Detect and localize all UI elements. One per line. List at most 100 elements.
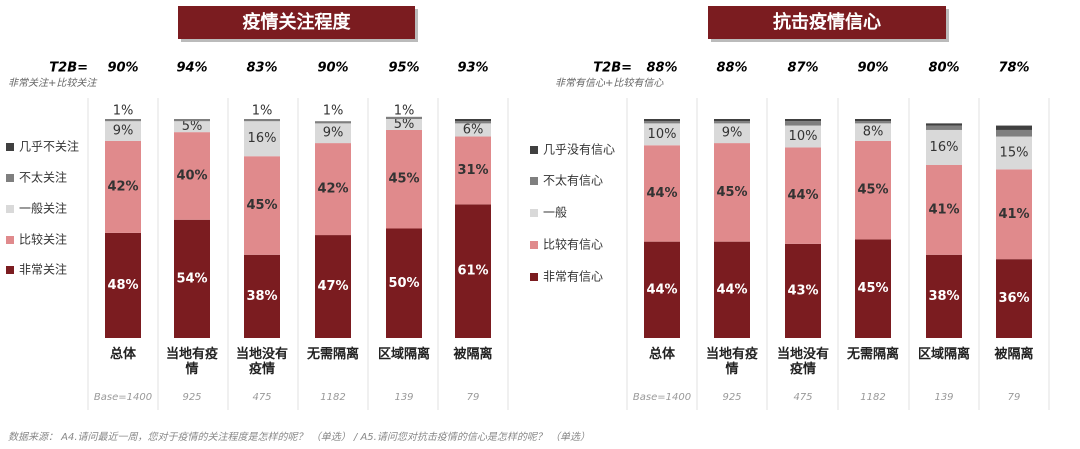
base-label: 925: [722, 392, 741, 403]
value-label: 43%: [787, 283, 818, 298]
legend-swatch: [530, 177, 538, 185]
category-label: 无需隔离: [307, 347, 360, 362]
t2b-value: 94%: [176, 61, 207, 76]
base-label: Base=1400: [633, 392, 691, 403]
value-label: 61%: [457, 264, 488, 279]
category-label: 区域隔离: [378, 347, 431, 362]
bar-segment: [996, 129, 1032, 137]
legend-label: 比较有信心: [543, 237, 603, 252]
legend-swatch: [6, 236, 14, 244]
bar-segment: [926, 129, 962, 165]
category-label: 总体: [648, 347, 675, 362]
bar-segment: [455, 121, 491, 124]
base-label: 1182: [320, 392, 345, 403]
bar-segment: [315, 235, 351, 338]
legend-swatch: [6, 205, 14, 213]
bar-segment: [105, 140, 141, 233]
category-label: 当地有疫情: [706, 347, 759, 377]
legend-label: 不太关注: [19, 170, 67, 185]
t2b-value: 90%: [857, 61, 888, 76]
value-label: 16%: [930, 140, 959, 155]
t2b-note: 非常有信心+比较有信心: [555, 77, 664, 89]
bar-segment: [644, 145, 680, 242]
t2b-value: 88%: [716, 61, 747, 76]
bar-segment: [386, 129, 422, 229]
bar-segment: [386, 228, 422, 338]
bar-segment: [855, 123, 891, 141]
value-label: 15%: [1000, 145, 1029, 160]
bar-segment: [174, 119, 210, 122]
value-label: 41%: [928, 202, 959, 217]
legend-label: 一般: [543, 205, 567, 220]
bar-segment: [785, 147, 821, 244]
chart-title: 抗击疫情信心: [773, 11, 881, 33]
base-label: 79: [1008, 392, 1021, 403]
t2b-label: T2B=: [593, 61, 632, 76]
value-label: 9%: [113, 124, 134, 139]
legend-swatch: [530, 209, 538, 217]
bar-segment: [714, 121, 750, 124]
legend-label: 非常有信心: [543, 270, 603, 284]
category-label: 当地没有疫情: [236, 347, 289, 377]
category-label: 总体: [109, 347, 136, 362]
bar-segment: [996, 125, 1032, 130]
category-label: 无需隔离: [847, 347, 900, 362]
t2b-value: 83%: [246, 61, 277, 76]
value-label: 38%: [928, 289, 959, 304]
value-label: 1%: [323, 104, 344, 119]
t2b-value: 90%: [107, 61, 138, 76]
legend-swatch: [530, 241, 538, 249]
value-label: 10%: [648, 127, 677, 142]
bar-segment: [855, 121, 891, 124]
bar-segment: [785, 119, 821, 122]
t2b-value: 80%: [928, 61, 959, 76]
bar-segment: [455, 123, 491, 137]
value-label: 50%: [388, 276, 419, 291]
bar-segment: [714, 143, 750, 242]
value-label: 48%: [107, 278, 138, 293]
legend-swatch: [530, 273, 538, 281]
bar-segment: [785, 125, 821, 148]
t2b-value: 88%: [646, 61, 677, 76]
value-label: 47%: [317, 279, 348, 294]
bar-segment: [174, 121, 210, 133]
value-label: 36%: [998, 291, 1029, 306]
bar-segment: [644, 241, 680, 338]
value-label: 5%: [394, 117, 415, 132]
base-label: 1182: [860, 392, 885, 403]
value-label: 45%: [857, 281, 888, 296]
bar-segment: [174, 219, 210, 338]
value-label: 41%: [998, 207, 1029, 222]
value-label: 31%: [457, 163, 488, 178]
bar-segment: [315, 143, 351, 236]
base-label: 925: [182, 392, 201, 403]
bar-segment: [244, 254, 280, 338]
category-label: 当地有疫情: [166, 347, 219, 377]
value-label: 54%: [176, 271, 207, 286]
legend-label: 几乎不关注: [19, 139, 79, 154]
bar-segment: [244, 119, 280, 122]
value-label: 1%: [394, 104, 415, 119]
value-label: 42%: [317, 182, 348, 197]
bar-segment: [785, 121, 821, 126]
bar-segment: [174, 132, 210, 220]
value-label: 44%: [646, 186, 677, 201]
base-label: 475: [793, 392, 812, 403]
legend-label: 非常关注: [19, 262, 67, 277]
base-label: 475: [252, 392, 271, 403]
base-label: 79: [467, 392, 480, 403]
bar-segment: [996, 169, 1032, 260]
value-label: 45%: [388, 172, 419, 187]
bar-segment: [105, 119, 141, 122]
value-label: 45%: [246, 198, 277, 213]
bar-segment: [105, 232, 141, 338]
value-label: 44%: [787, 188, 818, 203]
t2b-value: 95%: [388, 61, 419, 76]
t2b-value: 93%: [457, 61, 488, 76]
value-label: 10%: [789, 129, 818, 144]
bar-segment: [926, 125, 962, 130]
value-label: 40%: [176, 168, 207, 183]
category-label: 被隔离: [453, 347, 493, 362]
